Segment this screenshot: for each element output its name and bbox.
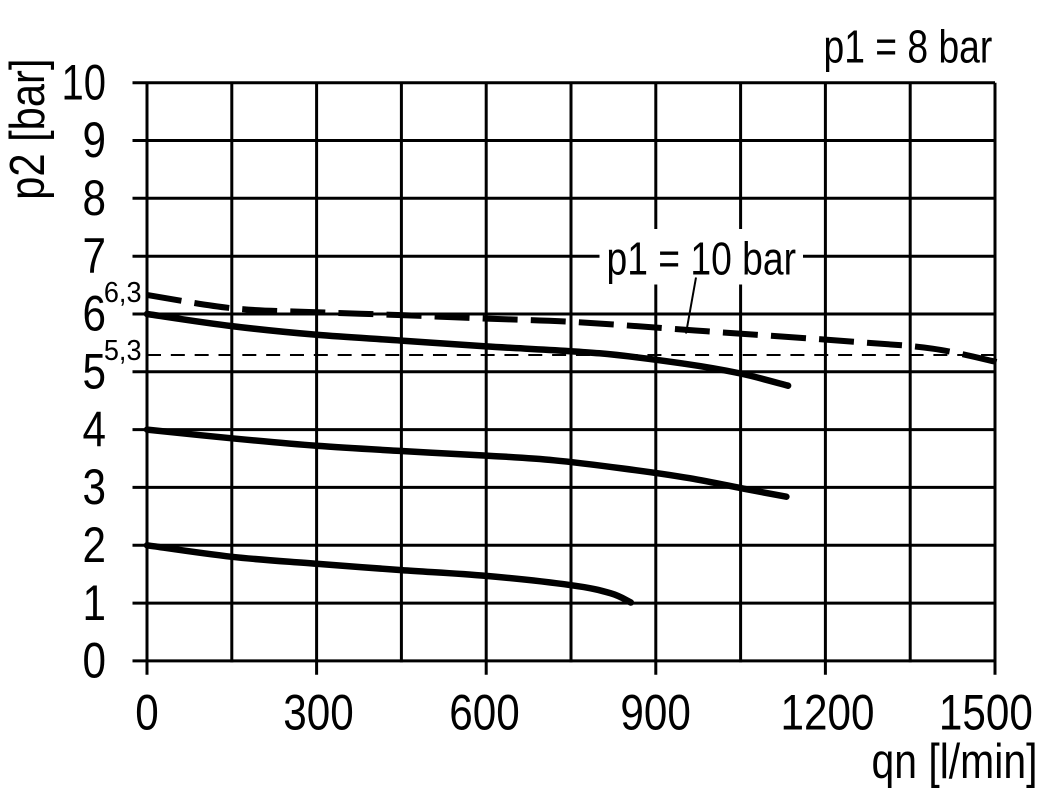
svg-text:7: 7: [83, 228, 106, 284]
svg-text:5,3: 5,3: [104, 334, 142, 366]
svg-text:1: 1: [83, 574, 106, 630]
svg-text:900: 900: [620, 684, 690, 740]
svg-text:1500: 1500: [939, 684, 1033, 740]
svg-text:9: 9: [83, 112, 106, 168]
svg-text:0: 0: [83, 632, 106, 688]
svg-text:600: 600: [449, 684, 519, 740]
svg-text:6,3: 6,3: [104, 276, 142, 308]
svg-text:p1 = 8 bar: p1 = 8 bar: [824, 21, 993, 73]
svg-text:6: 6: [83, 285, 106, 341]
svg-text:5: 5: [83, 343, 106, 399]
svg-text:qn [l/min]: qn [l/min]: [872, 733, 1038, 788]
svg-text:8: 8: [83, 170, 106, 226]
svg-text:3: 3: [83, 459, 106, 515]
svg-text:300: 300: [283, 684, 353, 740]
svg-text:0: 0: [135, 684, 158, 740]
svg-text:4: 4: [83, 401, 106, 457]
svg-text:p2 [bar]: p2 [bar]: [0, 59, 55, 200]
svg-text:2: 2: [83, 517, 106, 573]
svg-text:10: 10: [62, 54, 106, 110]
svg-text:p1 = 10 bar: p1 = 10 bar: [607, 233, 797, 285]
svg-text:1200: 1200: [781, 684, 875, 740]
